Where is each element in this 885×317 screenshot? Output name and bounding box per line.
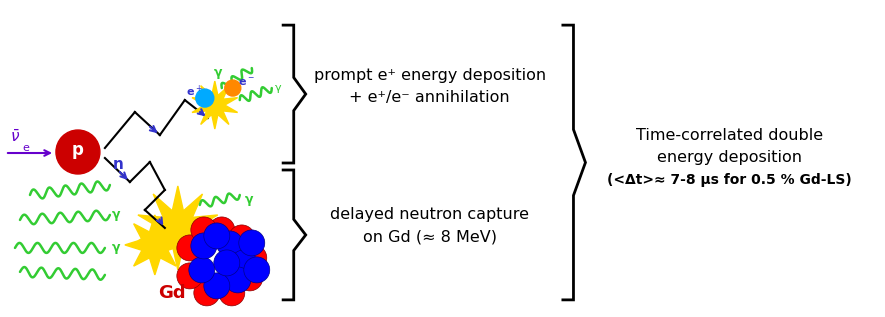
- Text: n: n: [112, 158, 123, 172]
- Circle shape: [214, 250, 240, 276]
- Circle shape: [177, 235, 203, 261]
- Text: (<Δt>≈ 7-8 μs for 0.5 % Gd-LS): (<Δt>≈ 7-8 μs for 0.5 % Gd-LS): [607, 173, 851, 187]
- Circle shape: [209, 217, 235, 243]
- Circle shape: [231, 250, 257, 276]
- Text: e: e: [22, 143, 29, 153]
- Circle shape: [237, 265, 263, 291]
- Circle shape: [194, 280, 219, 306]
- Circle shape: [56, 130, 100, 174]
- Text: γ: γ: [274, 83, 281, 93]
- Circle shape: [204, 273, 230, 299]
- Circle shape: [243, 257, 270, 283]
- Polygon shape: [138, 186, 218, 270]
- Circle shape: [239, 230, 265, 256]
- Circle shape: [241, 245, 266, 271]
- Text: delayed neutron capture: delayed neutron capture: [330, 207, 529, 223]
- Text: on Gd (≈ 8 MeV): on Gd (≈ 8 MeV): [363, 230, 496, 244]
- Text: prompt e⁺ energy deposition: prompt e⁺ energy deposition: [313, 68, 546, 82]
- Circle shape: [177, 263, 203, 289]
- Text: Gd: Gd: [158, 284, 186, 302]
- Text: γ: γ: [213, 66, 222, 79]
- Text: γ: γ: [112, 242, 120, 255]
- Circle shape: [196, 89, 214, 107]
- Circle shape: [191, 217, 217, 243]
- Text: + e⁺/e⁻ annihilation: + e⁺/e⁻ annihilation: [350, 90, 510, 105]
- Circle shape: [219, 280, 245, 306]
- Text: Time-correlated double: Time-correlated double: [635, 127, 823, 143]
- Circle shape: [191, 233, 217, 259]
- Polygon shape: [125, 215, 185, 275]
- Circle shape: [189, 257, 215, 283]
- Text: e$^-$: e$^-$: [238, 76, 255, 87]
- Polygon shape: [192, 81, 237, 129]
- Circle shape: [229, 225, 255, 251]
- Circle shape: [225, 267, 250, 293]
- Text: energy deposition: energy deposition: [657, 150, 802, 165]
- Text: γ: γ: [112, 209, 120, 222]
- Circle shape: [217, 231, 242, 257]
- Circle shape: [204, 223, 230, 249]
- Text: $\bar{\nu}$: $\bar{\nu}$: [10, 129, 20, 145]
- Circle shape: [225, 80, 241, 96]
- Text: p: p: [72, 141, 84, 159]
- Text: e$^+$: e$^+$: [187, 83, 204, 99]
- Text: γ: γ: [245, 193, 253, 206]
